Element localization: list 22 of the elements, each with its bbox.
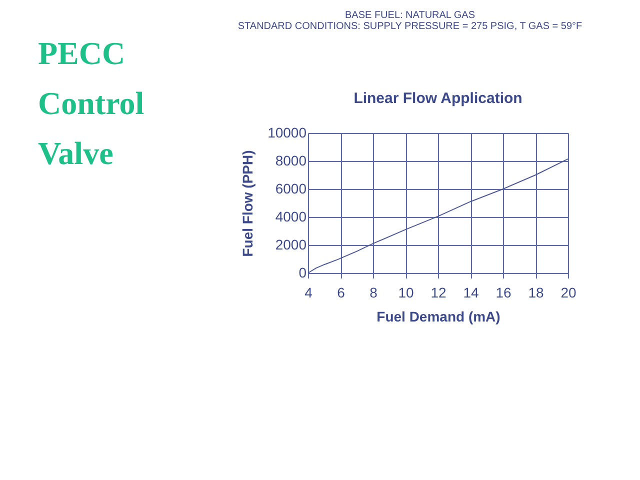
x-tick-label: 18: [528, 284, 544, 300]
chart-title: Linear Flow Application: [354, 90, 522, 107]
y-tick-label: 8000: [275, 152, 307, 168]
y-tick-label: 2000: [275, 236, 307, 252]
x-tick-label: 16: [496, 284, 512, 300]
y-tick-label: 0: [298, 264, 307, 280]
x-tick-label: 10: [398, 284, 414, 300]
y-tick-label: 6000: [275, 180, 307, 196]
x-tick-label: 14: [463, 284, 479, 300]
x-tick-label: 12: [430, 284, 446, 300]
text: STANDARD CONDITIONS: SUPPLY PRESSURE = 275 PSIG, T GAS = 59°F: [238, 21, 582, 32]
text: BASE FUEL: NATURAL GAS: [344, 10, 476, 21]
text: PECC Control Valve: [38, 35, 144, 171]
y-axis-title: Fuel Flow (PPH): [240, 150, 256, 257]
x-tick-label: 8: [370, 284, 378, 300]
y-tick-label: 10000: [268, 124, 307, 140]
x-tick-label: 4: [304, 284, 313, 300]
x-tick-label: 6: [337, 284, 346, 300]
y-tick-label: 4000: [275, 208, 307, 224]
x-axis-title: Fuel Demand (mA): [376, 308, 500, 324]
x-tick-label: 20: [560, 284, 576, 300]
line-series: [308, 158, 568, 274]
